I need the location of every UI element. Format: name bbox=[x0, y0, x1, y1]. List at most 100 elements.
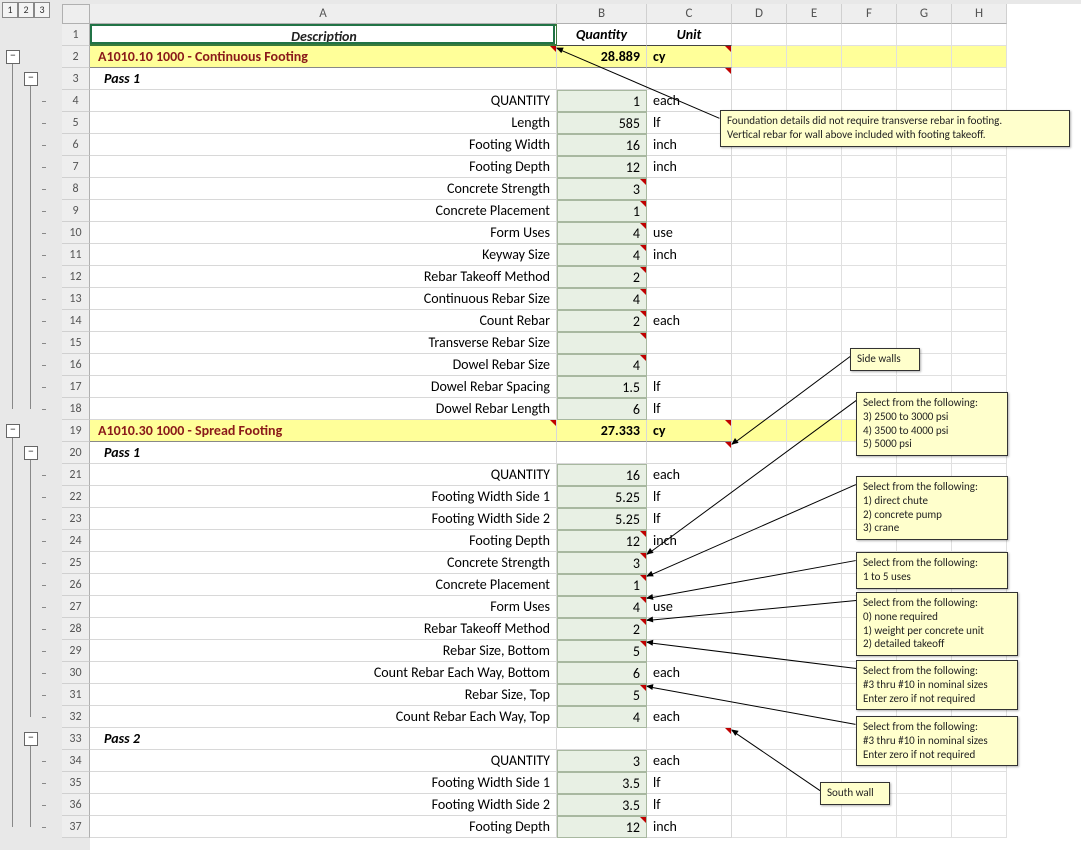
cell-blank[interactable] bbox=[787, 68, 842, 90]
row-number[interactable]: 29 bbox=[62, 640, 90, 662]
outline-collapse-button[interactable]: − bbox=[24, 732, 38, 746]
cell-B[interactable]: 4 bbox=[557, 596, 647, 618]
cell-C[interactable]: Unit bbox=[647, 24, 732, 46]
colhdr-G[interactable]: G bbox=[897, 4, 952, 24]
cell-C[interactable] bbox=[647, 684, 732, 706]
cell-C[interactable]: lf bbox=[647, 376, 732, 398]
cell-B[interactable]: 2 bbox=[557, 310, 647, 332]
cell-blank[interactable] bbox=[732, 266, 787, 288]
cell-blank[interactable] bbox=[787, 288, 842, 310]
outline-level-2-button[interactable]: 2 bbox=[18, 2, 34, 18]
cell-B[interactable]: 12 bbox=[557, 816, 647, 838]
cell-C[interactable]: lf bbox=[647, 486, 732, 508]
cell-B[interactable]: 3.5 bbox=[557, 794, 647, 816]
cell-B[interactable]: 4 bbox=[557, 288, 647, 310]
cell-B[interactable]: 4 bbox=[557, 222, 647, 244]
row-number[interactable]: 23 bbox=[62, 508, 90, 530]
cell-B[interactable] bbox=[557, 68, 647, 90]
row-number[interactable]: 30 bbox=[62, 662, 90, 684]
cell-blank[interactable] bbox=[787, 90, 842, 112]
row-number[interactable]: 31 bbox=[62, 684, 90, 706]
cell-blank[interactable] bbox=[897, 68, 952, 90]
cell-B[interactable]: 3 bbox=[557, 750, 647, 772]
row-number[interactable]: 5 bbox=[62, 112, 90, 134]
cell-blank[interactable] bbox=[897, 244, 952, 266]
cell-blank[interactable] bbox=[952, 68, 1007, 90]
cell-blank[interactable] bbox=[732, 332, 787, 354]
cell-A[interactable]: Rebar Takeoff Method bbox=[90, 266, 557, 288]
row-number[interactable]: 2 bbox=[62, 46, 90, 68]
cell-blank[interactable] bbox=[787, 156, 842, 178]
cell-C[interactable]: inch bbox=[647, 156, 732, 178]
cell-blank[interactable] bbox=[952, 266, 1007, 288]
cell-B[interactable]: 4 bbox=[557, 706, 647, 728]
cell-blank[interactable] bbox=[842, 244, 897, 266]
cell-blank[interactable] bbox=[842, 200, 897, 222]
cell-blank[interactable] bbox=[842, 178, 897, 200]
cell-blank[interactable] bbox=[732, 90, 787, 112]
cell-A[interactable]: Concrete Strength bbox=[90, 178, 557, 200]
cell-A[interactable]: Rebar Size, Top bbox=[90, 684, 557, 706]
cell-blank[interactable] bbox=[897, 772, 952, 794]
cell-B[interactable]: 16 bbox=[557, 134, 647, 156]
cell-C[interactable] bbox=[647, 178, 732, 200]
cell-blank[interactable] bbox=[787, 640, 842, 662]
cell-blank[interactable] bbox=[732, 222, 787, 244]
row-number[interactable]: 14 bbox=[62, 310, 90, 332]
cell-C[interactable]: inch bbox=[647, 530, 732, 552]
cell-blank[interactable] bbox=[787, 46, 842, 68]
cell-C[interactable]: inch bbox=[647, 816, 732, 838]
cell-blank[interactable] bbox=[787, 24, 842, 46]
cell-C[interactable]: lf bbox=[647, 794, 732, 816]
cell-C[interactable]: each bbox=[647, 464, 732, 486]
cell-blank[interactable] bbox=[787, 354, 842, 376]
row-number[interactable]: 1 bbox=[62, 24, 90, 46]
cell-C[interactable] bbox=[647, 68, 732, 90]
cell-A[interactable]: Form Uses bbox=[90, 222, 557, 244]
colhdr-D[interactable]: D bbox=[732, 4, 787, 24]
cell-A[interactable]: Count Rebar bbox=[90, 310, 557, 332]
cell-C[interactable]: each bbox=[647, 706, 732, 728]
cell-blank[interactable] bbox=[787, 684, 842, 706]
row-number[interactable]: 34 bbox=[62, 750, 90, 772]
cell-B[interactable]: 3 bbox=[557, 552, 647, 574]
row-number[interactable]: 10 bbox=[62, 222, 90, 244]
cell-blank[interactable] bbox=[732, 310, 787, 332]
cell-C[interactable] bbox=[647, 332, 732, 354]
cell-blank[interactable] bbox=[732, 464, 787, 486]
cell-blank[interactable] bbox=[952, 24, 1007, 46]
row-number[interactable]: 35 bbox=[62, 772, 90, 794]
row-number[interactable]: 13 bbox=[62, 288, 90, 310]
row-number[interactable]: 24 bbox=[62, 530, 90, 552]
cell-blank[interactable] bbox=[842, 310, 897, 332]
cell-blank[interactable] bbox=[952, 156, 1007, 178]
cell-blank[interactable] bbox=[732, 178, 787, 200]
cell-B[interactable]: 28.889 bbox=[557, 46, 647, 68]
cell-blank[interactable] bbox=[952, 178, 1007, 200]
cell-blank[interactable] bbox=[842, 266, 897, 288]
cell-A[interactable]: Footing Depth bbox=[90, 530, 557, 552]
cell-blank[interactable] bbox=[732, 772, 787, 794]
colhdr-H[interactable]: H bbox=[952, 4, 1007, 24]
cell-A[interactable]: Dowel Rebar Size bbox=[90, 354, 557, 376]
cell-A[interactable]: Dowel Rebar Spacing bbox=[90, 376, 557, 398]
cell-blank[interactable] bbox=[787, 244, 842, 266]
cell-blank[interactable] bbox=[952, 244, 1007, 266]
cell-B[interactable]: 3.5 bbox=[557, 772, 647, 794]
cell-blank[interactable] bbox=[952, 310, 1007, 332]
colhdr-C[interactable]: C bbox=[647, 4, 732, 24]
cell-A[interactable]: Rebar Takeoff Method bbox=[90, 618, 557, 640]
cell-A[interactable]: Transverse Rebar Size bbox=[90, 332, 557, 354]
cell-C[interactable] bbox=[647, 266, 732, 288]
cell-B[interactable]: 5 bbox=[557, 684, 647, 706]
cell-blank[interactable] bbox=[952, 46, 1007, 68]
row-number[interactable]: 22 bbox=[62, 486, 90, 508]
cell-blank[interactable] bbox=[732, 68, 787, 90]
cell-blank[interactable] bbox=[842, 24, 897, 46]
cell-blank[interactable] bbox=[787, 266, 842, 288]
cell-C[interactable]: lf bbox=[647, 508, 732, 530]
cell-blank[interactable] bbox=[732, 442, 787, 464]
cell-C[interactable]: use bbox=[647, 222, 732, 244]
cell-A[interactable]: A1010.10 1000 - Continuous Footing bbox=[90, 46, 557, 68]
cell-B[interactable]: 1 bbox=[557, 200, 647, 222]
